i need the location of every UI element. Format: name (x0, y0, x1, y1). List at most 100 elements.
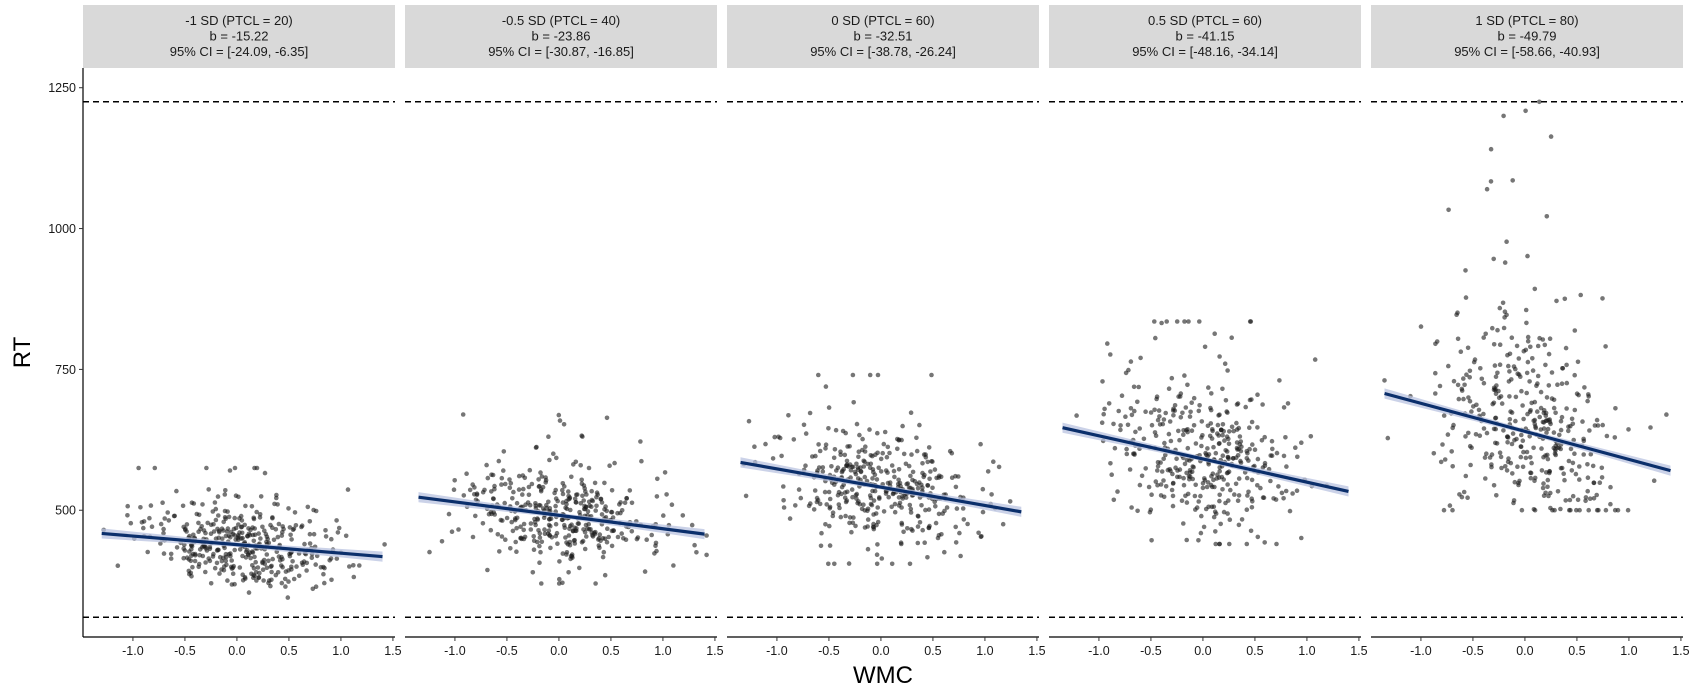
data-point (1440, 442, 1445, 447)
data-point (223, 488, 228, 493)
data-point (953, 484, 959, 490)
data-point (526, 492, 532, 498)
data-point (849, 529, 854, 535)
data-point (1441, 413, 1447, 418)
data-point (881, 441, 887, 447)
data-point (871, 498, 877, 503)
data-point (1249, 496, 1254, 502)
data-point (786, 413, 791, 418)
data-point (1196, 538, 1201, 543)
data-point (932, 467, 938, 472)
data-point (456, 527, 461, 532)
data-point (1283, 435, 1288, 440)
data-point (1283, 488, 1289, 494)
data-point (1446, 207, 1451, 213)
data-point (542, 527, 547, 532)
data-point (1187, 414, 1193, 419)
data-point (1418, 324, 1424, 329)
data-point (1197, 403, 1202, 408)
data-point (533, 503, 538, 509)
data-point (1212, 509, 1218, 514)
data-point (914, 481, 920, 487)
data-point (1459, 386, 1465, 392)
data-point (305, 504, 311, 510)
data-point (531, 547, 537, 552)
data-point (268, 583, 273, 589)
data-point (1545, 477, 1551, 483)
data-point (1505, 440, 1510, 445)
data-point (1519, 388, 1524, 394)
data-point (923, 507, 928, 513)
data-point (1564, 362, 1569, 368)
data-point (933, 520, 939, 526)
data-point (1511, 498, 1517, 503)
data-point (147, 515, 152, 521)
data-point (1587, 496, 1593, 502)
data-point (1505, 459, 1511, 465)
data-point (1507, 369, 1512, 374)
data-point (834, 468, 839, 473)
data-point (1509, 410, 1515, 415)
data-point (586, 465, 592, 471)
data-point (1463, 268, 1468, 273)
data-point (1568, 423, 1573, 429)
data-point (1230, 456, 1236, 461)
data-point (566, 493, 571, 499)
data-point (980, 509, 986, 515)
data-point (1153, 335, 1158, 341)
data-point (838, 449, 843, 455)
data-point (1529, 400, 1534, 406)
data-point (1281, 496, 1286, 501)
x-tick-label: 1.5 (1028, 644, 1045, 658)
data-point (547, 506, 553, 511)
data-point (485, 567, 490, 573)
data-point (136, 465, 141, 471)
data-point (1472, 357, 1478, 362)
x-tick-label: 0.5 (1246, 644, 1263, 658)
data-point (336, 525, 342, 531)
data-point (1496, 395, 1502, 401)
data-point (1294, 488, 1300, 494)
data-point (615, 534, 621, 540)
data-point (527, 502, 533, 508)
data-point (181, 555, 186, 561)
data-point (1594, 492, 1599, 498)
data-point (188, 558, 194, 564)
data-point (956, 474, 961, 479)
data-point (190, 551, 196, 557)
data-point (638, 439, 643, 444)
data-point (577, 509, 582, 515)
data-point (1268, 478, 1273, 484)
data-point (1246, 458, 1251, 463)
x-tick-label: 1.0 (976, 644, 993, 658)
data-point (1239, 444, 1244, 450)
x-tick-label: 1.5 (1672, 644, 1689, 658)
data-point (1583, 498, 1588, 504)
data-point (293, 523, 299, 528)
data-point (569, 522, 574, 527)
data-point (1172, 403, 1178, 408)
data-point (1573, 471, 1579, 477)
data-point (1209, 504, 1215, 510)
data-point (857, 432, 862, 438)
data-point (1249, 419, 1255, 425)
data-point (604, 508, 609, 514)
data-point (854, 421, 860, 427)
data-point (869, 502, 875, 508)
data-point (125, 513, 130, 518)
data-point (225, 578, 230, 583)
data-point (870, 476, 875, 481)
data-point (1227, 517, 1233, 522)
data-point (832, 447, 838, 452)
data-point (1136, 384, 1141, 390)
data-point (141, 525, 146, 531)
data-point (1572, 407, 1578, 413)
data-point (1625, 507, 1631, 513)
data-point (989, 492, 994, 497)
data-point (1582, 385, 1587, 390)
facet-strip (405, 5, 717, 68)
data-point (889, 504, 894, 510)
data-point (664, 492, 669, 497)
data-point (1170, 503, 1176, 509)
data-point (237, 565, 243, 570)
